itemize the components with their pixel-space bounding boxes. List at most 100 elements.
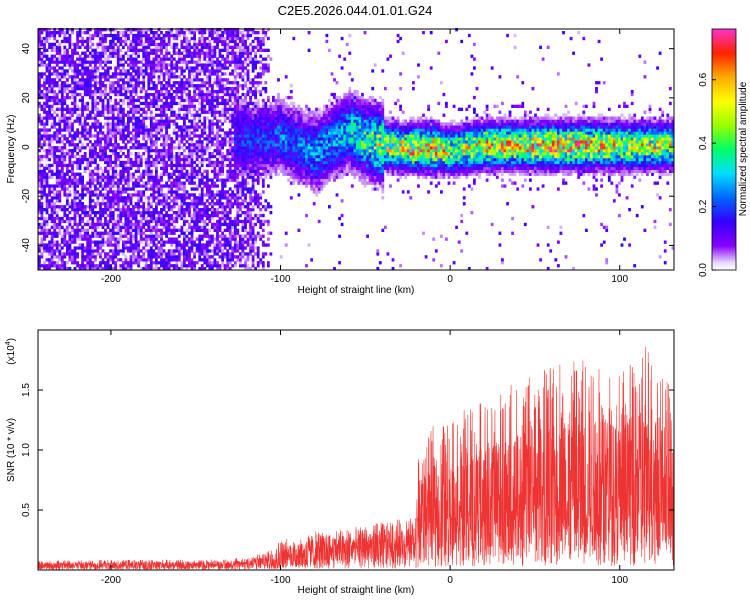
heatmap-cell — [188, 149, 191, 153]
heatmap-cell — [188, 95, 191, 100]
heatmap-cell — [144, 149, 148, 153]
heatmap-cell — [188, 237, 191, 241]
heatmap-cell — [114, 98, 118, 103]
heatmap-cell — [50, 231, 54, 235]
heatmap-cell — [53, 184, 57, 188]
heatmap-cell — [111, 113, 115, 117]
heatmap-cell — [43, 125, 46, 129]
heatmap-cell — [157, 57, 161, 61]
heatmap-cell — [231, 178, 235, 182]
heatmap-cell — [193, 172, 196, 176]
heatmap-cell — [203, 152, 207, 156]
heatmap-cell — [144, 140, 148, 144]
heatmap-cell — [218, 202, 222, 206]
heatmap-cell — [236, 110, 240, 114]
heatmap-cell — [122, 190, 125, 194]
heatmap-cell — [228, 178, 232, 182]
heatmap-cell — [162, 107, 166, 111]
heatmap-cell — [48, 169, 51, 173]
heatmap-cell — [172, 163, 176, 168]
heatmap-cell — [144, 101, 148, 106]
heatmap-cell — [195, 63, 199, 67]
heatmap-cell — [193, 98, 196, 103]
heatmap-cell — [50, 116, 54, 120]
heatmap-cell — [149, 92, 153, 97]
heatmap-cell — [165, 163, 168, 168]
heatmap-cell — [48, 107, 51, 111]
heatmap-cell — [78, 228, 82, 232]
heatmap-cell — [170, 140, 174, 144]
heatmap-cell — [142, 184, 146, 188]
heatmap-cell — [221, 140, 224, 144]
heatmap-cell — [216, 122, 219, 126]
heatmap-cell — [55, 178, 59, 182]
heatmap-cell — [203, 202, 207, 206]
heatmap-cell — [81, 101, 84, 106]
heatmap-cell — [170, 31, 174, 35]
heatmap-cell — [96, 234, 100, 238]
heatmap-cell — [155, 202, 158, 206]
heatmap-cell — [66, 240, 69, 244]
heatmap-cell — [55, 231, 59, 235]
heatmap-cell — [221, 187, 224, 191]
heatmap-cell — [236, 57, 240, 61]
heatmap-cell — [63, 252, 67, 256]
heatmap-cell — [111, 90, 115, 94]
heatmap-cell — [190, 234, 194, 238]
heatmap-cell — [109, 60, 112, 64]
heatmap-cell — [200, 63, 204, 67]
heatmap-cell — [73, 75, 77, 79]
heatmap-cell — [48, 264, 51, 268]
heatmap-cell — [190, 137, 194, 141]
heatmap-cell — [88, 243, 92, 247]
heatmap-cell — [38, 166, 41, 170]
heatmap-cell — [152, 33, 156, 38]
heatmap-cell — [66, 228, 69, 232]
heatmap-cell — [66, 219, 69, 224]
heatmap-cell — [160, 222, 163, 227]
heatmap-cell — [177, 240, 181, 244]
heatmap-cell — [162, 267, 166, 271]
heatmap-cell — [233, 116, 237, 120]
heatmap-cell — [221, 95, 224, 100]
heatmap-cell — [160, 172, 163, 176]
heatmap-cell — [116, 249, 120, 253]
heatmap-cell — [60, 92, 64, 97]
heatmap-cell — [109, 237, 112, 241]
heatmap-cell — [180, 211, 184, 215]
heatmap-cell — [172, 184, 176, 188]
heatmap-cell — [223, 190, 227, 194]
heatmap-cell — [200, 190, 204, 194]
heatmap-cell — [38, 90, 41, 94]
heatmap-cell — [137, 163, 140, 168]
heatmap-cell — [104, 84, 107, 88]
heatmap-cell — [198, 169, 202, 173]
heatmap-cell — [71, 48, 74, 52]
heatmap-cell — [185, 36, 189, 41]
heatmap-cell — [122, 81, 125, 85]
heatmap-cell — [48, 258, 51, 262]
heatmap-cell — [216, 199, 219, 203]
heatmap-cell — [216, 160, 219, 165]
heatmap-cell — [71, 255, 74, 259]
heatmap-cell — [63, 261, 67, 265]
heatmap-cell — [188, 48, 191, 52]
heatmap-cell — [239, 98, 242, 103]
heatmap-cell — [116, 51, 120, 55]
heatmap-cell — [94, 134, 97, 138]
heatmap-cell — [142, 169, 146, 173]
heatmap-cell — [104, 154, 107, 159]
heatmap-cell — [241, 154, 245, 159]
heatmap-cell — [43, 131, 46, 135]
heatmap-cell — [116, 258, 120, 262]
heatmap-cell — [99, 137, 102, 141]
heatmap-cell — [216, 57, 219, 61]
heatmap-cell — [236, 90, 240, 94]
heatmap-cell — [132, 175, 135, 179]
heatmap-cell — [246, 78, 250, 82]
heatmap-cell — [195, 261, 199, 265]
heatmap-cell — [205, 205, 209, 209]
heatmap-cell — [119, 69, 123, 73]
heatmap-cell — [147, 45, 151, 49]
heatmap-cell — [198, 154, 202, 159]
